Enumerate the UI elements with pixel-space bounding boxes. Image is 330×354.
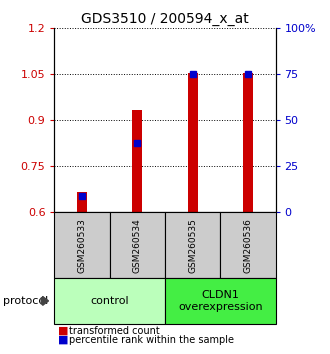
Text: GSM260533: GSM260533 [78, 218, 86, 273]
Text: CLDN1
overexpression: CLDN1 overexpression [178, 290, 263, 312]
Text: ■: ■ [58, 326, 68, 336]
Title: GDS3510 / 200594_x_at: GDS3510 / 200594_x_at [81, 12, 249, 26]
Text: control: control [90, 296, 129, 306]
Text: GSM260534: GSM260534 [133, 218, 142, 273]
Text: percentile rank within the sample: percentile rank within the sample [69, 335, 234, 345]
Bar [132, 110, 142, 212]
Text: transformed count: transformed count [69, 326, 160, 336]
Text: ■: ■ [58, 335, 68, 345]
Text: protocol: protocol [3, 296, 49, 306]
Bar [243, 73, 253, 212]
Text: GSM260536: GSM260536 [244, 218, 252, 273]
Bar [77, 193, 87, 212]
Bar [188, 73, 198, 212]
Text: GSM260535: GSM260535 [188, 218, 197, 273]
